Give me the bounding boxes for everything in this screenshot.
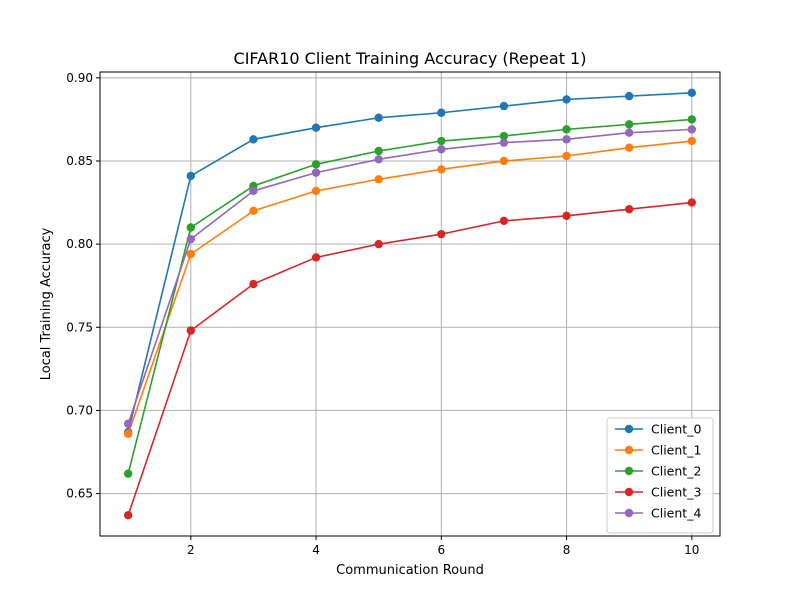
- data-point: [687, 136, 697, 146]
- data-point: [562, 125, 571, 134]
- legend-item: Client_1: [615, 443, 701, 458]
- x-tick-label: 6: [437, 543, 445, 557]
- data-point: [311, 168, 321, 177]
- data-point: [374, 146, 383, 156]
- data-point: [562, 211, 571, 221]
- data-point: [687, 88, 697, 97]
- data-point: [437, 145, 446, 154]
- data-point: [249, 279, 258, 289]
- legend-label: Client_0: [651, 422, 701, 437]
- data-point: [624, 143, 634, 152]
- data-point: [311, 160, 321, 169]
- legend-marker: [624, 466, 634, 476]
- data-point: [311, 186, 321, 196]
- x-tick-label: 4: [312, 543, 320, 557]
- data-point: [311, 123, 321, 132]
- data-point: [249, 206, 258, 216]
- data-point: [123, 429, 133, 438]
- chart-title: CIFAR10 Client Training Accuracy (Repeat…: [234, 49, 587, 68]
- data-point: [624, 128, 634, 137]
- x-axis-label: Communication Round: [336, 563, 484, 578]
- data-point: [186, 249, 196, 259]
- legend-label: Client_3: [651, 485, 701, 500]
- x-tick-label: 10: [684, 543, 699, 557]
- x-tick-label: 2: [187, 543, 195, 557]
- data-point: [562, 95, 571, 104]
- y-tick-label: 0.90: [66, 71, 93, 85]
- series-client-0: [123, 88, 697, 437]
- data-point: [499, 156, 509, 166]
- data-point: [687, 115, 697, 124]
- legend-marker: [624, 424, 634, 434]
- data-point: [687, 125, 697, 134]
- series-client-3: [123, 198, 697, 520]
- data-point: [186, 234, 196, 244]
- legend-marker: [624, 508, 634, 518]
- data-point: [437, 136, 446, 146]
- data-point: [374, 239, 383, 249]
- data-point: [123, 511, 133, 520]
- data-point: [562, 151, 571, 161]
- data-point: [562, 135, 571, 144]
- legend-item: Client_2: [615, 464, 701, 479]
- data-point: [123, 469, 133, 478]
- legend-label: Client_2: [651, 464, 701, 479]
- data-series: [123, 88, 697, 520]
- legend-item: Client_3: [615, 485, 701, 500]
- legend-label: Client_1: [651, 443, 701, 458]
- legend-marker: [624, 445, 634, 455]
- data-point: [249, 135, 258, 144]
- legend-item: Client_4: [615, 506, 701, 521]
- plot-area-frame: [99, 71, 721, 537]
- data-point: [499, 131, 509, 141]
- data-point: [624, 205, 634, 214]
- data-point: [186, 223, 196, 232]
- data-point: [311, 253, 321, 262]
- series-line: [127, 201, 692, 516]
- data-point: [499, 138, 509, 147]
- legend-item: Client_0: [615, 422, 701, 437]
- legend-label: Client_4: [651, 506, 701, 521]
- legend-marker: [624, 487, 634, 497]
- data-point: [437, 108, 446, 117]
- series-client-1: [123, 136, 697, 438]
- series-line: [127, 128, 692, 424]
- y-tick-label: 0.80: [66, 237, 93, 251]
- data-point: [437, 229, 446, 239]
- legend-frame: [606, 417, 714, 534]
- series-client-2: [123, 115, 697, 478]
- y-axis-ticks: 0.65 0.70 0.75 0.80 0.85 0.90: [66, 71, 100, 501]
- y-tick-label: 0.75: [66, 320, 93, 334]
- data-point: [186, 326, 196, 335]
- legend: Client_0 Client_1 Client_2 Client_3 Client_4: [606, 417, 714, 534]
- data-point: [624, 120, 634, 129]
- data-point: [499, 101, 509, 111]
- data-point: [374, 155, 383, 164]
- data-point: [249, 186, 258, 196]
- data-point: [123, 419, 133, 428]
- data-point: [687, 198, 697, 207]
- data-point: [499, 216, 509, 226]
- series-line: [127, 118, 692, 474]
- y-axis-label: Local Training Accuracy: [39, 227, 54, 380]
- series-line: [127, 91, 692, 433]
- y-tick-label: 0.65: [66, 487, 93, 501]
- x-tick-label: 8: [563, 543, 571, 557]
- data-point: [437, 165, 446, 174]
- data-point: [624, 91, 634, 101]
- data-point: [186, 171, 196, 181]
- data-point: [374, 113, 383, 122]
- x-axis-ticks: 2 4 6 8 10: [187, 536, 699, 557]
- series-client-4: [123, 125, 697, 428]
- y-tick-label: 0.70: [66, 403, 93, 417]
- series-line: [127, 140, 692, 434]
- y-tick-label: 0.85: [66, 154, 93, 168]
- data-point: [374, 175, 383, 184]
